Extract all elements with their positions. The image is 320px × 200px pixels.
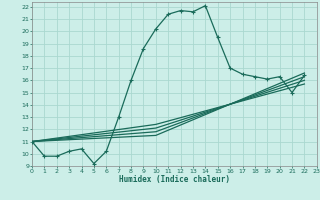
X-axis label: Humidex (Indice chaleur): Humidex (Indice chaleur) <box>119 175 230 184</box>
